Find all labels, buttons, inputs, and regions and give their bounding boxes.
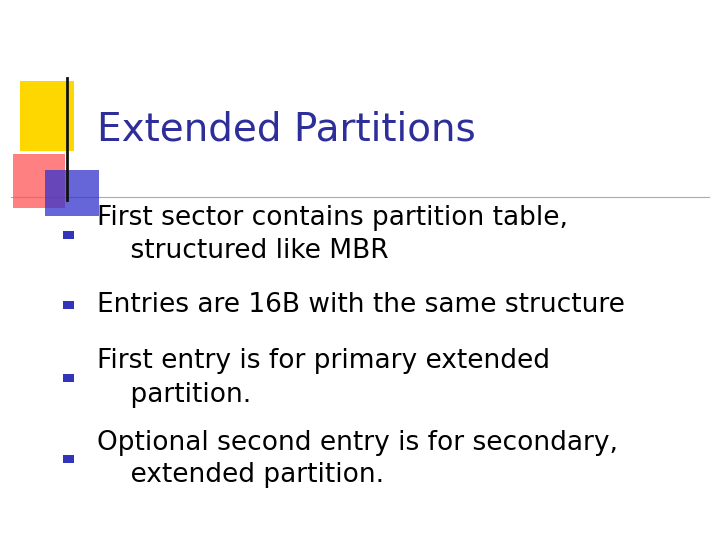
Bar bbox=[63, 231, 74, 239]
Bar bbox=[63, 301, 74, 309]
Text: First entry is for primary extended
    partition.: First entry is for primary extended part… bbox=[97, 348, 550, 408]
Text: Extended Partitions: Extended Partitions bbox=[97, 111, 476, 148]
Text: Entries are 16B with the same structure: Entries are 16B with the same structure bbox=[97, 292, 625, 318]
Bar bbox=[63, 374, 74, 382]
Bar bbox=[63, 455, 74, 463]
Bar bbox=[45, 170, 99, 216]
Text: Optional second entry is for secondary,
    extended partition.: Optional second entry is for secondary, … bbox=[97, 429, 618, 489]
Bar bbox=[13, 154, 65, 208]
Text: First sector contains partition table,
    structured like MBR: First sector contains partition table, s… bbox=[97, 205, 568, 265]
Bar bbox=[20, 81, 74, 151]
